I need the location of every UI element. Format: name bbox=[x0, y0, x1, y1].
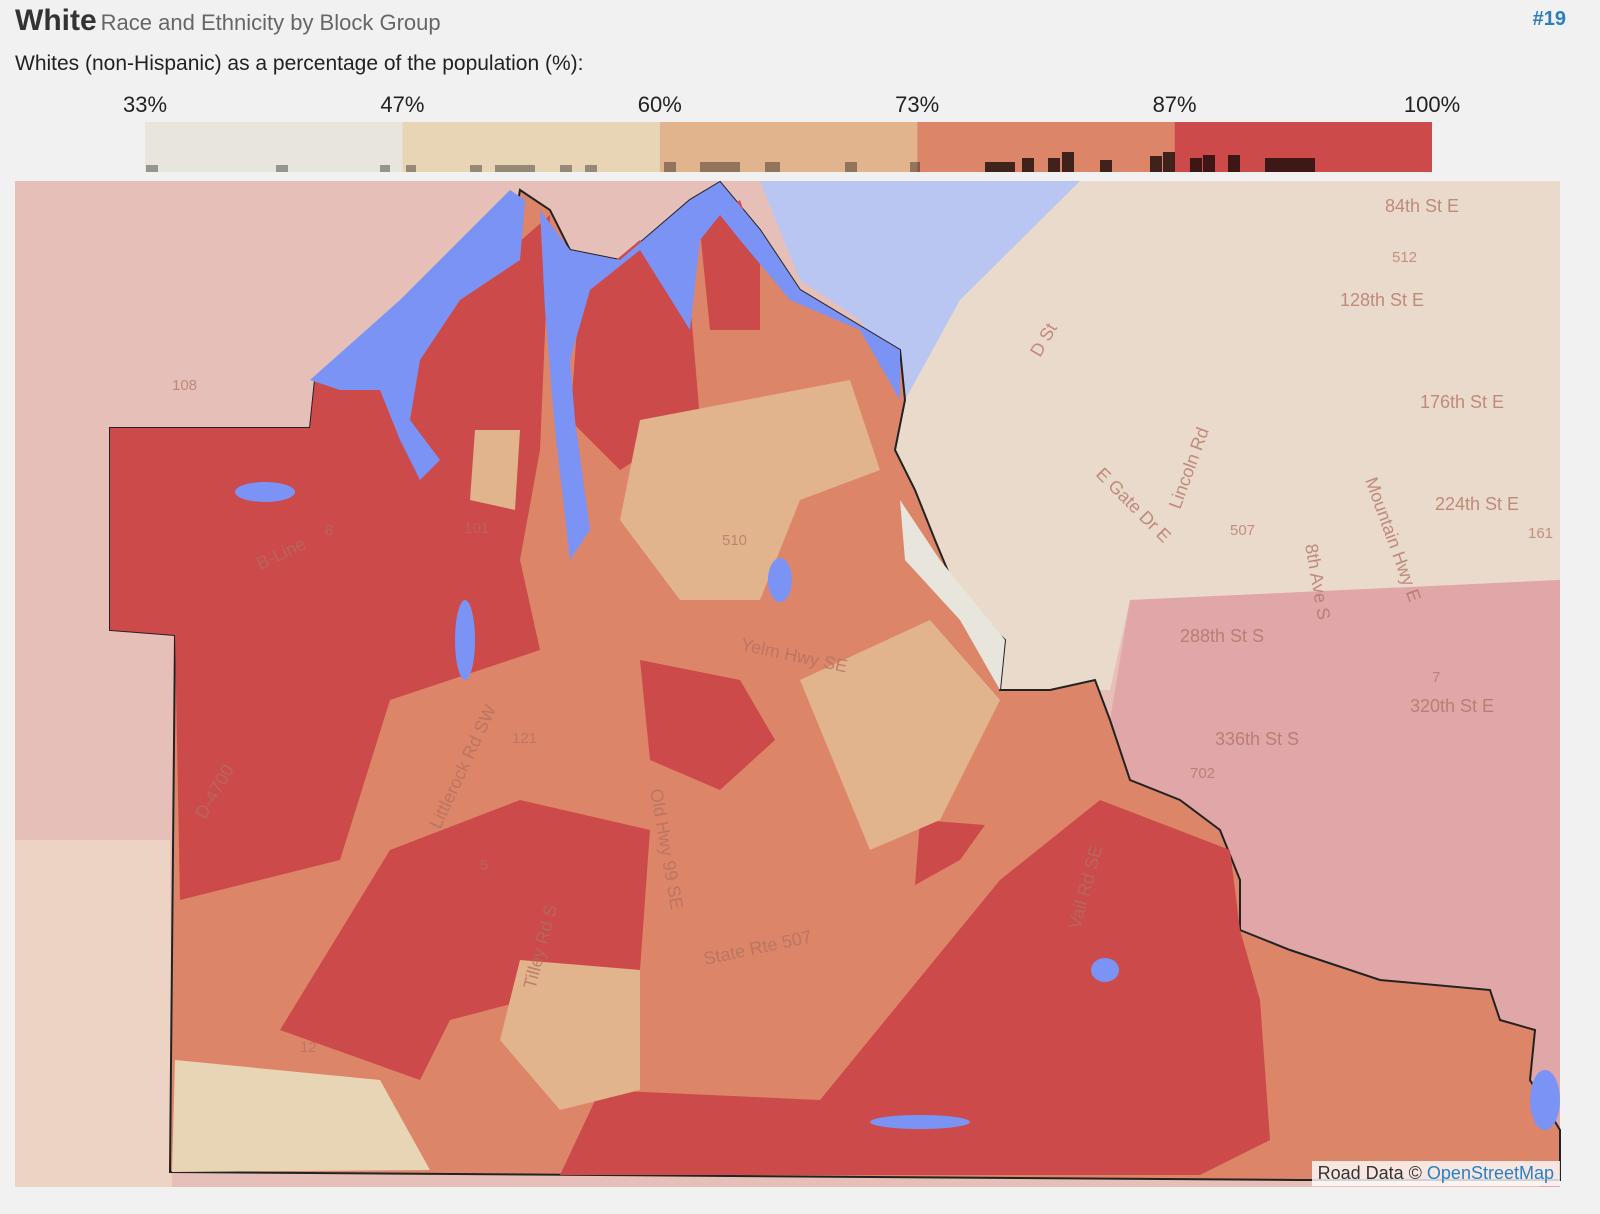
road-label: 336th St S bbox=[1215, 729, 1299, 749]
legend-tick: 47% bbox=[380, 92, 424, 117]
high-share-areas bbox=[110, 200, 1270, 1175]
legend-swatch bbox=[402, 122, 660, 172]
route-shield: 101 bbox=[464, 520, 489, 537]
water-sound bbox=[760, 181, 1080, 400]
description: Whites (non-Hispanic) as a percentage of… bbox=[15, 52, 584, 75]
region-pink bbox=[1110, 580, 1560, 1187]
route-shield: 108 bbox=[172, 377, 197, 394]
legend: 33% 47% 60% 73% 87% 100% bbox=[123, 92, 1460, 172]
title-text: White bbox=[15, 4, 97, 37]
legend-swatch bbox=[917, 122, 1175, 172]
route-shield: 8 bbox=[325, 522, 333, 539]
legend-tick: 60% bbox=[638, 92, 682, 117]
road-label: 320th St E bbox=[1410, 696, 1494, 716]
map[interactable] bbox=[15, 180, 1561, 1187]
route-shield: 7 bbox=[1432, 669, 1440, 686]
route-shield: 507 bbox=[1230, 522, 1255, 539]
route-shield: 5 bbox=[480, 857, 488, 874]
region-light bbox=[895, 181, 1560, 690]
region-beige bbox=[15, 840, 172, 1187]
legend-tick: 100% bbox=[1404, 92, 1460, 117]
attribution-text: Road Data © bbox=[1317, 1163, 1422, 1183]
legend-swatch bbox=[145, 122, 403, 172]
route-shield: 161 bbox=[1528, 525, 1553, 542]
route-shields: 108 8 101 121 5 12 507 510 702 7 161 512 bbox=[172, 249, 1553, 1056]
legend-tick: 87% bbox=[1153, 92, 1197, 117]
road-label: 84th St E bbox=[1385, 196, 1459, 216]
water-inlets bbox=[235, 182, 1560, 1130]
legend-swatch bbox=[659, 122, 918, 172]
road-label: 176th St E bbox=[1420, 392, 1504, 412]
route-shield: 512 bbox=[1392, 249, 1417, 266]
attribution-link[interactable]: OpenStreetMap bbox=[1426, 1163, 1554, 1183]
route-shield: 121 bbox=[512, 730, 537, 747]
road-label: 224th St E bbox=[1435, 494, 1519, 514]
low-share-area bbox=[172, 1060, 430, 1172]
mid-share-areas bbox=[470, 380, 1000, 1110]
route-shield: 702 bbox=[1190, 765, 1215, 782]
rank-link[interactable]: #19 bbox=[1532, 8, 1566, 30]
lowest-share-area bbox=[900, 500, 1005, 690]
attribution: Road Data © OpenStreetMap bbox=[1311, 1161, 1560, 1186]
subtitle: Race and Ethnicity by Block Group bbox=[100, 10, 441, 35]
title: White Race and Ethnicity by Block Group bbox=[15, 4, 441, 38]
legend-histogram bbox=[146, 162, 920, 172]
legend-histogram-dark bbox=[985, 152, 1315, 172]
legend-tick: 73% bbox=[895, 92, 939, 117]
road-label: 128th St E bbox=[1340, 290, 1424, 310]
route-shield: 12 bbox=[300, 1039, 317, 1056]
road-label: 288th St S bbox=[1180, 626, 1264, 646]
legend-tick: 33% bbox=[123, 92, 167, 117]
route-shield: 510 bbox=[722, 532, 747, 549]
